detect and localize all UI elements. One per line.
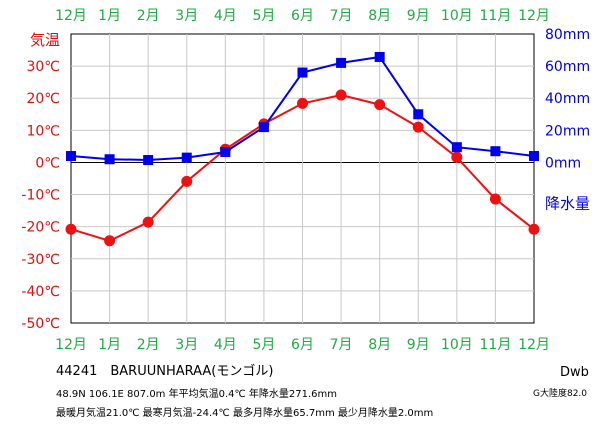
- month-label-top: 12月: [518, 8, 550, 24]
- temperature-tick-label: 30℃: [26, 59, 60, 75]
- precipitation-tick-label: 80mm: [545, 27, 590, 43]
- temperature-point: [528, 223, 540, 235]
- temperature-point: [65, 223, 77, 235]
- precipitation-tick-label: 20mm: [545, 123, 590, 139]
- precipitation-point: [374, 51, 385, 62]
- temperature-point: [297, 97, 308, 109]
- temperature-axis-label: 気温: [30, 31, 60, 49]
- month-label-top: 7月: [330, 8, 353, 24]
- month-label-top: 9月: [407, 8, 430, 24]
- temperature-tick-label: -10℃: [21, 188, 60, 204]
- temperature-tick-label: -50℃: [21, 316, 60, 332]
- precipitation-point: [297, 67, 308, 78]
- month-label-bottom: 11月: [480, 337, 512, 353]
- precipitation-tick-label: 60mm: [545, 59, 590, 75]
- month-label-bottom: 12月: [55, 337, 87, 353]
- month-label-top: 6月: [291, 8, 314, 24]
- month-label-bottom: 2月: [137, 337, 160, 353]
- precipitation-point: [336, 57, 347, 68]
- month-label-top: 10月: [441, 8, 473, 24]
- precipitation-point: [104, 154, 115, 165]
- month-label-top: 4月: [214, 8, 237, 24]
- temperature-point: [335, 89, 347, 101]
- continentality-index: G大陸度82.0: [533, 389, 588, 399]
- temperature-point: [451, 151, 463, 163]
- precipitation-point: [66, 151, 76, 162]
- station-summary: 48.9N 106.1E 807.0m 年平均気温0.4℃ 年降水量271.6m…: [56, 389, 338, 400]
- temperature-tick-label: -40℃: [21, 284, 60, 300]
- precipitation-point: [490, 146, 501, 157]
- precipitation-point: [181, 152, 192, 163]
- temperature-point: [181, 175, 193, 187]
- precipitation-axis-label: 降水量: [545, 194, 590, 212]
- temperature-tick-label: 20℃: [26, 91, 60, 107]
- station-extremes: 最暖月気温21.0℃ 最寒月気温-24.4℃ 最多月降水量65.7mm 最少月降…: [56, 408, 434, 419]
- temperature-point: [104, 235, 116, 247]
- precipitation-point: [413, 109, 424, 120]
- precipitation-point: [143, 155, 154, 166]
- temperature-tick-label: 0℃: [35, 155, 60, 171]
- month-label-top: 11月: [480, 8, 512, 24]
- month-label-bottom: 7月: [330, 337, 353, 353]
- temperature-series: [65, 89, 540, 247]
- month-label-top: 2月: [137, 8, 160, 24]
- climate-classification: Dwb: [560, 365, 589, 380]
- month-label-bottom: 6月: [291, 337, 314, 353]
- precipitation-series: [66, 51, 539, 166]
- temperature-tick-label: -20℃: [21, 220, 60, 236]
- temperature-point: [489, 193, 501, 205]
- month-label-bottom: 5月: [252, 337, 275, 353]
- data-series: [65, 51, 540, 247]
- month-label-bottom: 1月: [98, 337, 121, 353]
- precipitation-point: [529, 151, 539, 162]
- month-label-bottom: 9月: [407, 337, 430, 353]
- precipitation-point: [220, 147, 231, 158]
- precipitation-tick-label: 0mm: [545, 155, 581, 171]
- month-label-bottom: 3月: [175, 337, 198, 353]
- month-label-top: 3月: [175, 8, 198, 24]
- precipitation-tick-label: 40mm: [545, 91, 590, 107]
- month-label-bottom: 4月: [214, 337, 237, 353]
- month-label-top: 8月: [368, 8, 391, 24]
- temperature-point: [142, 216, 154, 228]
- month-label-top: 12月: [55, 8, 87, 24]
- month-label-bottom: 10月: [441, 337, 473, 353]
- axis-tick-labels: 12月 12月 1月 1月 2月 2月 3月 3月 4月 4月 5月 5月 6月 6月 7月 7月 8月 8月 9月…: [21, 8, 590, 353]
- temperature-point: [374, 99, 386, 111]
- precipitation-point: [451, 142, 462, 153]
- precipitation-point: [258, 122, 269, 133]
- month-label-bottom: 8月: [368, 337, 391, 353]
- station-title: 44241 BARUUNHARAA(モンゴル): [56, 364, 274, 379]
- temperature-tick-label: 10℃: [26, 123, 60, 139]
- month-label-top: 1月: [98, 8, 121, 24]
- temperature-point: [412, 121, 424, 133]
- month-label-top: 5月: [252, 8, 275, 24]
- temperature-tick-label: -30℃: [21, 252, 60, 268]
- month-label-bottom: 12月: [518, 337, 550, 353]
